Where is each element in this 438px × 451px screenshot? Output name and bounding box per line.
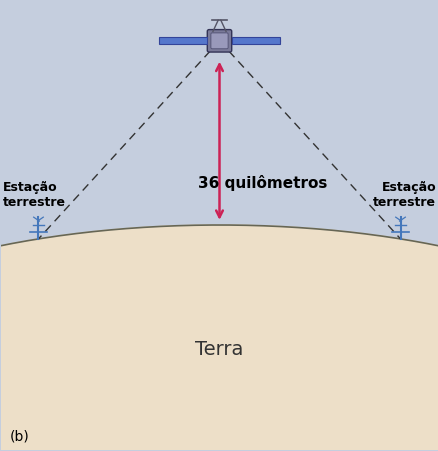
Text: Terra: Terra: [195, 339, 243, 358]
FancyBboxPatch shape: [207, 31, 231, 53]
FancyBboxPatch shape: [210, 34, 228, 50]
Text: (b): (b): [10, 429, 30, 443]
Text: Estação
terrestre: Estação terrestre: [3, 180, 66, 208]
Text: Estação
terrestre: Estação terrestre: [372, 180, 435, 208]
Bar: [232, 38, 279, 45]
Polygon shape: [0, 226, 438, 451]
Text: 36 quilômetros: 36 quilômetros: [198, 175, 327, 191]
Bar: [159, 38, 206, 45]
